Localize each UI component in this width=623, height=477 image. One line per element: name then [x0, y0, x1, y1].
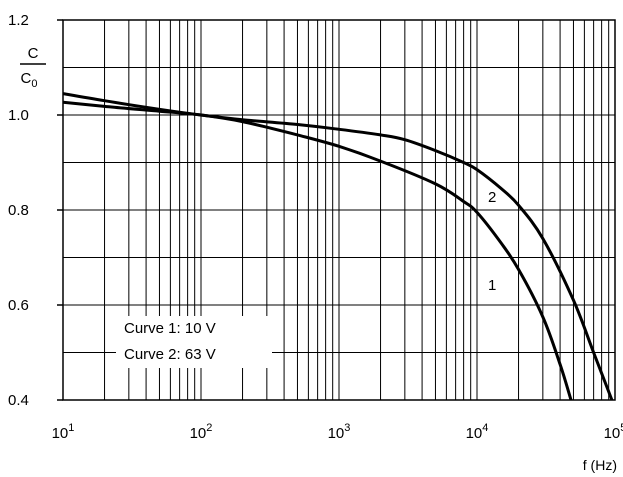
- curve-2: [62, 92, 614, 401]
- y-label-denominator: C0: [21, 70, 38, 90]
- y-tick-label: 1.0: [8, 107, 29, 124]
- note-curve-1: Curve 1: 10 V: [124, 320, 216, 337]
- note-curve-2: Curve 2: 63 V: [124, 346, 216, 363]
- y-label-numerator: C: [28, 45, 39, 62]
- y-tick-label: 0.6: [8, 297, 29, 314]
- x-tick-label: 102: [190, 422, 213, 442]
- x-axis-title: f (Hz): [583, 457, 617, 473]
- y-tick-labels: 0.4 0.6 0.8 1.0 1.2: [8, 12, 63, 409]
- x-tick-label: 105: [604, 422, 623, 442]
- note-background: [116, 316, 272, 368]
- curves: [62, 92, 614, 401]
- y-axis-label: C C0: [20, 45, 46, 90]
- x-tick-label: 101: [52, 422, 75, 442]
- x-tick-label: 104: [466, 422, 489, 442]
- curve-label-2: 2: [488, 189, 496, 206]
- y-tick-label: 0.4: [8, 392, 29, 409]
- y-tick-label: 0.8: [8, 202, 29, 219]
- curve-label-1: 1: [488, 277, 496, 294]
- x-tick-label: 103: [328, 422, 351, 442]
- x-tick-labels: 101 102 103 104 105: [52, 422, 623, 442]
- y-tick-label: 1.2: [8, 12, 29, 29]
